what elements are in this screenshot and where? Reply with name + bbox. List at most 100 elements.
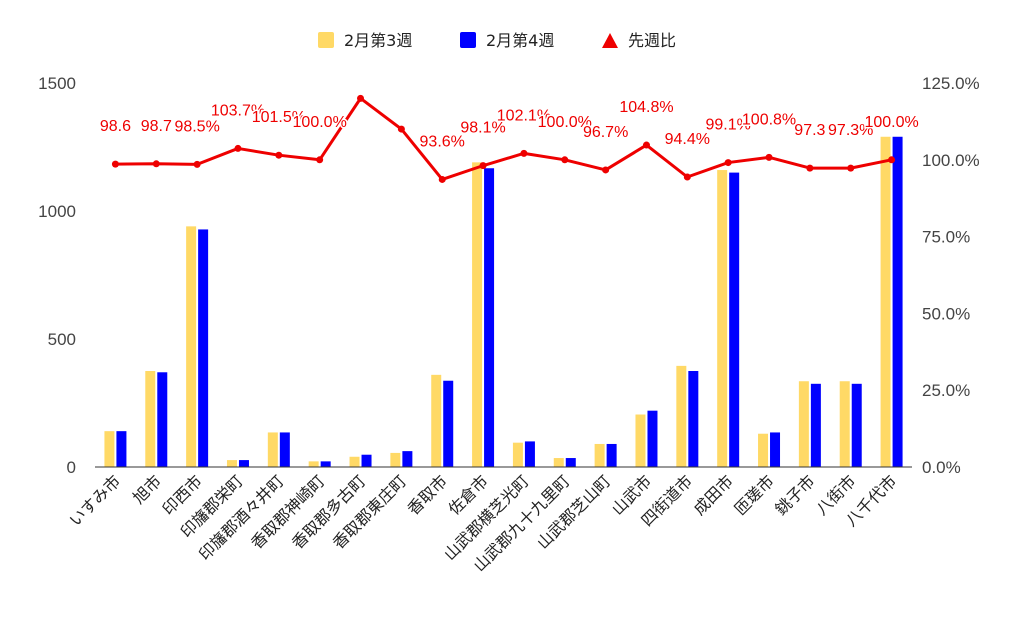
ratio-point	[357, 94, 365, 102]
legend-label: 2月第4週	[486, 31, 554, 50]
category-label: 成田市	[690, 471, 737, 518]
bar-week4	[443, 380, 454, 467]
category-labels: いすみ市 旭市印西市印旛郡栄町印旛郡酒々井町香取郡神崎町香取郡多古町香取郡東庄町香…	[66, 471, 901, 575]
bar-week4	[606, 443, 617, 467]
ratio-data-label: 98.7	[141, 118, 172, 135]
bar-week3	[145, 371, 156, 467]
ratio-data-label: 93.6%	[420, 133, 465, 150]
ratio-point	[765, 153, 773, 161]
ratio-point	[602, 166, 610, 174]
bar-week4	[851, 383, 862, 467]
ratio-point	[234, 144, 242, 152]
ratio-point	[193, 160, 201, 168]
bar-week3	[553, 458, 564, 467]
ratio-data-label: 97.3%	[828, 122, 873, 139]
left-axis-tick: 1000	[38, 202, 76, 221]
bar-week4	[198, 229, 209, 467]
ratio-point	[316, 156, 324, 164]
right-axis-tick: 125.0%	[922, 74, 980, 93]
left-axis-tick: 0	[67, 458, 76, 477]
legend-swatch	[318, 32, 334, 48]
bar-week3	[267, 432, 278, 467]
ratio-point	[642, 141, 650, 149]
ratio-point	[561, 156, 569, 164]
ratio-data-label: 96.7%	[583, 124, 628, 141]
right-axis-tick: 0.0%	[922, 458, 961, 477]
ratio-data-label: 100.0%	[538, 114, 592, 131]
ratio-data-label: 97.3	[794, 122, 825, 139]
bar-week3	[717, 170, 728, 468]
bar-week3	[839, 381, 850, 467]
bar-week4	[157, 372, 168, 467]
bar-week3	[594, 443, 605, 467]
bar-week3	[512, 442, 523, 467]
bar-week3	[308, 461, 319, 467]
ratio-labels: 98.6 98.7 98.5%103.7%101.5%100.0%93.6%98.1…	[98, 98, 920, 152]
ratio-point	[111, 160, 119, 168]
ratio-point	[520, 149, 528, 157]
category-label: いすみ市	[66, 471, 125, 530]
bar-week3	[226, 460, 237, 467]
bar-week4	[116, 431, 127, 467]
bar-week4	[279, 432, 290, 467]
bar-week4	[402, 451, 413, 467]
bar-week4	[565, 458, 576, 467]
ratio-point	[275, 151, 283, 159]
bar-week3	[758, 433, 769, 467]
ratio-point	[152, 160, 160, 168]
ratio-data-label: 104.8%	[619, 99, 673, 116]
ratio-series-line	[115, 96, 892, 181]
bar-week3	[798, 381, 809, 467]
ratio-data-label: 100.8%	[742, 111, 796, 128]
ratio-point	[438, 175, 446, 183]
right-axis-tick: 100.0%	[922, 151, 980, 170]
bar-week3	[104, 431, 115, 467]
bar-week4	[320, 461, 331, 467]
legend-swatch	[602, 33, 618, 48]
ratio-data-label: 94.4%	[665, 131, 710, 148]
bar-week4	[524, 441, 535, 467]
ratio-data-label: 101.5%	[252, 109, 306, 126]
bar-week3	[880, 136, 891, 467]
ratio-point	[888, 156, 896, 164]
right-axis-tick: 50.0%	[922, 304, 970, 323]
legend: 2月第3週 2月第4週 先週比	[318, 31, 676, 50]
left-axis: 0 500 1000 1500	[38, 74, 76, 477]
bar-week4	[484, 168, 495, 468]
bar-week4	[810, 383, 821, 467]
ratio-data-label: 98.1%	[460, 120, 505, 137]
bars	[104, 136, 903, 468]
left-axis-tick: 500	[48, 330, 76, 349]
bar-week4	[770, 432, 781, 467]
right-axis-tick: 75.0%	[922, 228, 970, 247]
right-axis: 0.0% 25.0% 50.0% 75.0% 100.0% 125.0%	[922, 74, 980, 477]
ratio-point	[724, 159, 732, 167]
bar-week3	[635, 414, 646, 467]
bar-week4	[361, 454, 372, 467]
ratio-data-label: 100.0%	[864, 114, 918, 131]
bar-week4	[729, 172, 740, 467]
bar-week3	[349, 456, 360, 467]
category-label: 匝瑳市	[730, 471, 777, 518]
bar-week3	[186, 226, 197, 467]
left-axis-tick: 1500	[38, 74, 76, 93]
bar-week4	[688, 371, 699, 467]
ratio-data-label: 99.1%	[705, 117, 750, 134]
category-label: 銚子市	[771, 471, 818, 518]
bar-week4	[892, 136, 903, 467]
ratio-data-label: 98.5%	[174, 118, 219, 135]
ratio-data-label: 102.1%	[497, 107, 551, 124]
ratio-data-label: 103.7%	[211, 102, 265, 119]
ratio-data-label: 98.6	[100, 118, 131, 135]
category-label: 香取市	[404, 471, 451, 518]
ratio-point	[683, 173, 691, 181]
ratio-point	[847, 164, 855, 172]
legend-swatch	[460, 32, 476, 48]
ratio-data-label: 100.0%	[293, 114, 347, 131]
bar-week3	[676, 365, 687, 467]
ratio-point	[806, 164, 814, 172]
ratio-point	[479, 162, 487, 170]
category-label: 旭市	[129, 471, 165, 507]
bar-week4	[238, 460, 249, 467]
